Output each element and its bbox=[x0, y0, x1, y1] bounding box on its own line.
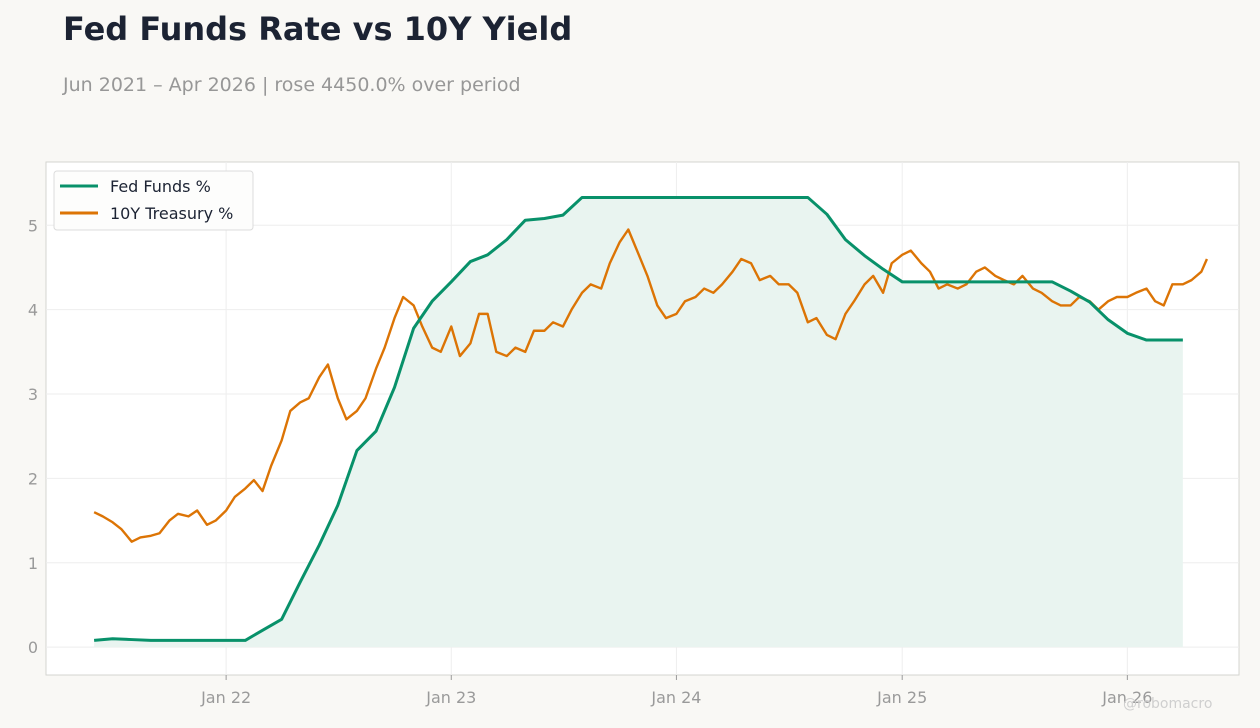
chart-title: Fed Funds Rate vs 10Y Yield bbox=[63, 10, 573, 48]
y-tick-label: 2 bbox=[28, 469, 38, 488]
series-line-fed-funds bbox=[93, 195, 1183, 642]
y-tick-label: 0 bbox=[28, 638, 38, 657]
x-tick-label: Jan 23 bbox=[425, 688, 476, 707]
fed-funds-area bbox=[94, 197, 1183, 648]
fed-funds-area-layer bbox=[94, 197, 1183, 648]
y-tick-label: 1 bbox=[28, 554, 38, 573]
series-lines bbox=[93, 195, 1209, 642]
x-tick-label: Jan 22 bbox=[200, 688, 251, 707]
series-line-10y-treasury bbox=[93, 228, 1209, 543]
x-tick-label: Jan 24 bbox=[650, 688, 701, 707]
legend-label-fed-funds: Fed Funds % bbox=[110, 177, 211, 196]
legend: Fed Funds % 10Y Treasury % bbox=[53, 170, 254, 231]
axis-ticks: 0 1 2 3 4 5 Jan 22 Jan 23 Jan 24 Jan 25 Jan 26 bbox=[28, 216, 1153, 707]
x-tick-label: Jan 26 bbox=[1101, 688, 1152, 707]
legend-label-10y-treasury: 10Y Treasury % bbox=[110, 204, 233, 223]
chart-subtitle: Jun 2021 – Apr 2026 | rose 4450.0% over … bbox=[63, 74, 521, 96]
x-tick-label: Jan 25 bbox=[876, 688, 927, 707]
watermark: @robomacro bbox=[1123, 696, 1213, 712]
y-tick-label: 3 bbox=[28, 385, 38, 404]
legend-box bbox=[53, 170, 254, 231]
y-tick-label: 5 bbox=[28, 216, 38, 235]
y-tick-label: 4 bbox=[28, 301, 38, 320]
